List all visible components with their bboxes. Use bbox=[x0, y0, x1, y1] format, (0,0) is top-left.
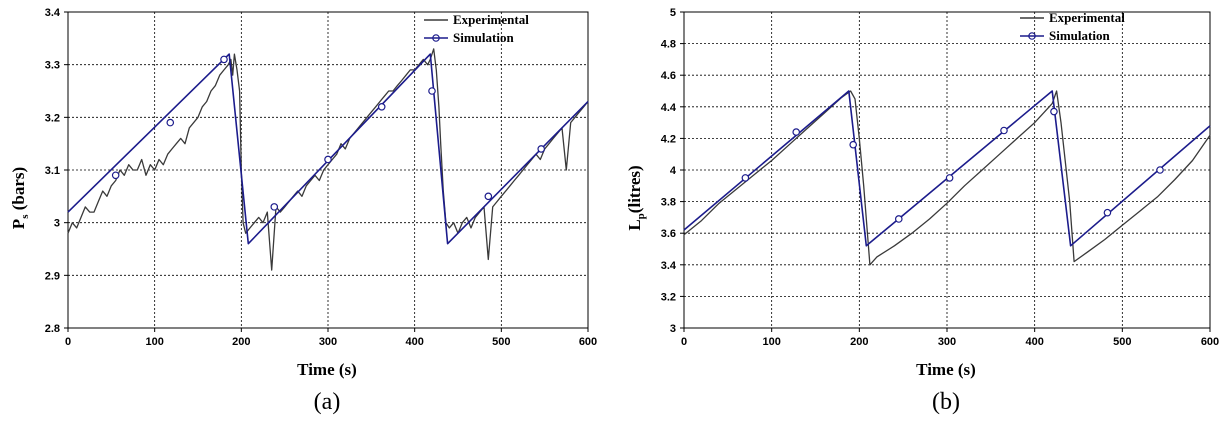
x-tick-label-b: 400 bbox=[1025, 336, 1043, 348]
y-tick-label-a: 3.3 bbox=[45, 60, 60, 72]
x-tick-label-a: 200 bbox=[232, 336, 250, 348]
simulation-marker-a bbox=[270, 203, 279, 211]
y-axis-title-b: Lp(litres) bbox=[625, 165, 647, 230]
chart-b: 0 100 200 300 400 500 600 3 3.2 3.4 3.6 3.8 4 4.2 4.4 4… bbox=[625, 7, 1219, 415]
legend-b: Experimental Simulation bbox=[1020, 10, 1125, 43]
simulation-marker-b bbox=[1103, 208, 1112, 217]
y-tick-label-b: 3.2 bbox=[661, 291, 676, 303]
legend-simulation-marker-a bbox=[432, 34, 440, 42]
simulation-marker-b bbox=[945, 174, 954, 182]
simulation-marker-b bbox=[1050, 107, 1058, 116]
chart-a: 0 100 200 300 400 500 600 2.8 2.9 3 3.1 3.2 3.3 3.4 T… bbox=[9, 7, 597, 415]
simulation-marker-a bbox=[166, 118, 175, 127]
legend-experimental-label-b: Experimental bbox=[1049, 10, 1125, 25]
x-tick-label-b: 0 bbox=[681, 336, 687, 348]
y-axis-title-a: Ps (bars) bbox=[9, 167, 31, 229]
legend-a: Experimental Simulation bbox=[424, 12, 529, 45]
plot-area-b: 0 100 200 300 400 500 600 3 3.2 3.4 3.6 3.8 4 4.2 4.4 4… bbox=[661, 7, 1219, 348]
x-tick-label-a: 400 bbox=[405, 336, 423, 348]
y-tick-label-b: 3 bbox=[670, 323, 676, 335]
x-tick-label-a: 100 bbox=[145, 336, 163, 348]
y-tick-label-b: 4.8 bbox=[661, 39, 676, 51]
experimental-line-a bbox=[67, 48, 589, 271]
x-tick-label-b: 300 bbox=[938, 336, 956, 348]
simulation-marker-b bbox=[741, 174, 750, 182]
experimental-line-b bbox=[683, 90, 1211, 266]
x-tick-label-a: 600 bbox=[579, 336, 597, 348]
simulation-marker-a bbox=[428, 87, 436, 95]
y-tick-label-a: 3.2 bbox=[45, 112, 60, 124]
y-axis-title-main-b: L bbox=[625, 219, 644, 230]
caption-a: (a) bbox=[314, 389, 341, 415]
x-tick-label-b: 500 bbox=[1113, 336, 1131, 348]
x-tick-label-a: 500 bbox=[492, 336, 510, 348]
y-tick-label-b: 4.2 bbox=[661, 133, 676, 145]
y-tick-label-b: 3.4 bbox=[661, 260, 677, 272]
y-tick-label-a: 2.9 bbox=[45, 270, 60, 282]
y-tick-label-a: 3 bbox=[54, 218, 60, 230]
x-axis-title-a: Time (s) bbox=[297, 360, 357, 379]
caption-b: (b) bbox=[932, 389, 960, 415]
simulation-marker-a bbox=[324, 155, 332, 164]
x-tick-label-b: 100 bbox=[762, 336, 780, 348]
y-tick-label-b: 4.6 bbox=[661, 70, 676, 82]
y-tick-label-b: 5 bbox=[670, 7, 676, 19]
legend-simulation-label-b: Simulation bbox=[1049, 28, 1110, 43]
y-axis-title-rest-a: (bars) bbox=[9, 167, 28, 215]
simulation-marker-a bbox=[220, 55, 228, 64]
y-tick-label-a: 3.4 bbox=[45, 7, 61, 19]
legend-experimental-label-a: Experimental bbox=[453, 12, 529, 27]
simulation-marker-b bbox=[894, 215, 903, 223]
simulation-line-b bbox=[683, 90, 1211, 247]
y-tick-label-b: 3.6 bbox=[661, 228, 676, 240]
legend-simulation-label-a: Simulation bbox=[453, 30, 514, 45]
x-tick-label-a: 0 bbox=[65, 336, 71, 348]
y-axis-title-sub-b: p bbox=[635, 213, 647, 219]
simulation-marker-b bbox=[1156, 166, 1164, 174]
x-tick-label-b: 200 bbox=[850, 336, 868, 348]
y-axis-title-rest-b: (litres) bbox=[625, 165, 644, 213]
x-axis-title-b: Time (s) bbox=[916, 360, 976, 379]
x-tick-label-b: 600 bbox=[1201, 336, 1219, 348]
y-tick-label-a: 3.1 bbox=[45, 165, 60, 177]
simulation-marker-b bbox=[1000, 126, 1008, 135]
simulation-line-a bbox=[67, 53, 589, 245]
plot-area-a: 0 100 200 300 400 500 600 2.8 2.9 3 3.1 3.2 3.3 3.4 bbox=[45, 7, 597, 348]
x-tick-label-a: 300 bbox=[319, 336, 337, 348]
y-tick-label-b: 4.4 bbox=[661, 102, 677, 114]
y-axis-title-sub-a: s bbox=[19, 214, 31, 219]
simulation-marker-a bbox=[111, 171, 120, 180]
y-tick-label-a: 2.8 bbox=[45, 323, 60, 335]
y-tick-label-b: 4 bbox=[670, 165, 677, 177]
simulation-marker-a bbox=[377, 103, 386, 111]
simulation-marker-a bbox=[537, 145, 546, 153]
y-axis-title-main-a: P bbox=[9, 219, 28, 229]
simulation-marker-a bbox=[484, 192, 493, 201]
simulation-marker-b bbox=[849, 140, 857, 149]
y-tick-label-b: 3.8 bbox=[661, 197, 676, 209]
simulation-marker-b bbox=[792, 128, 801, 136]
legend-simulation-marker-b bbox=[1028, 32, 1036, 40]
